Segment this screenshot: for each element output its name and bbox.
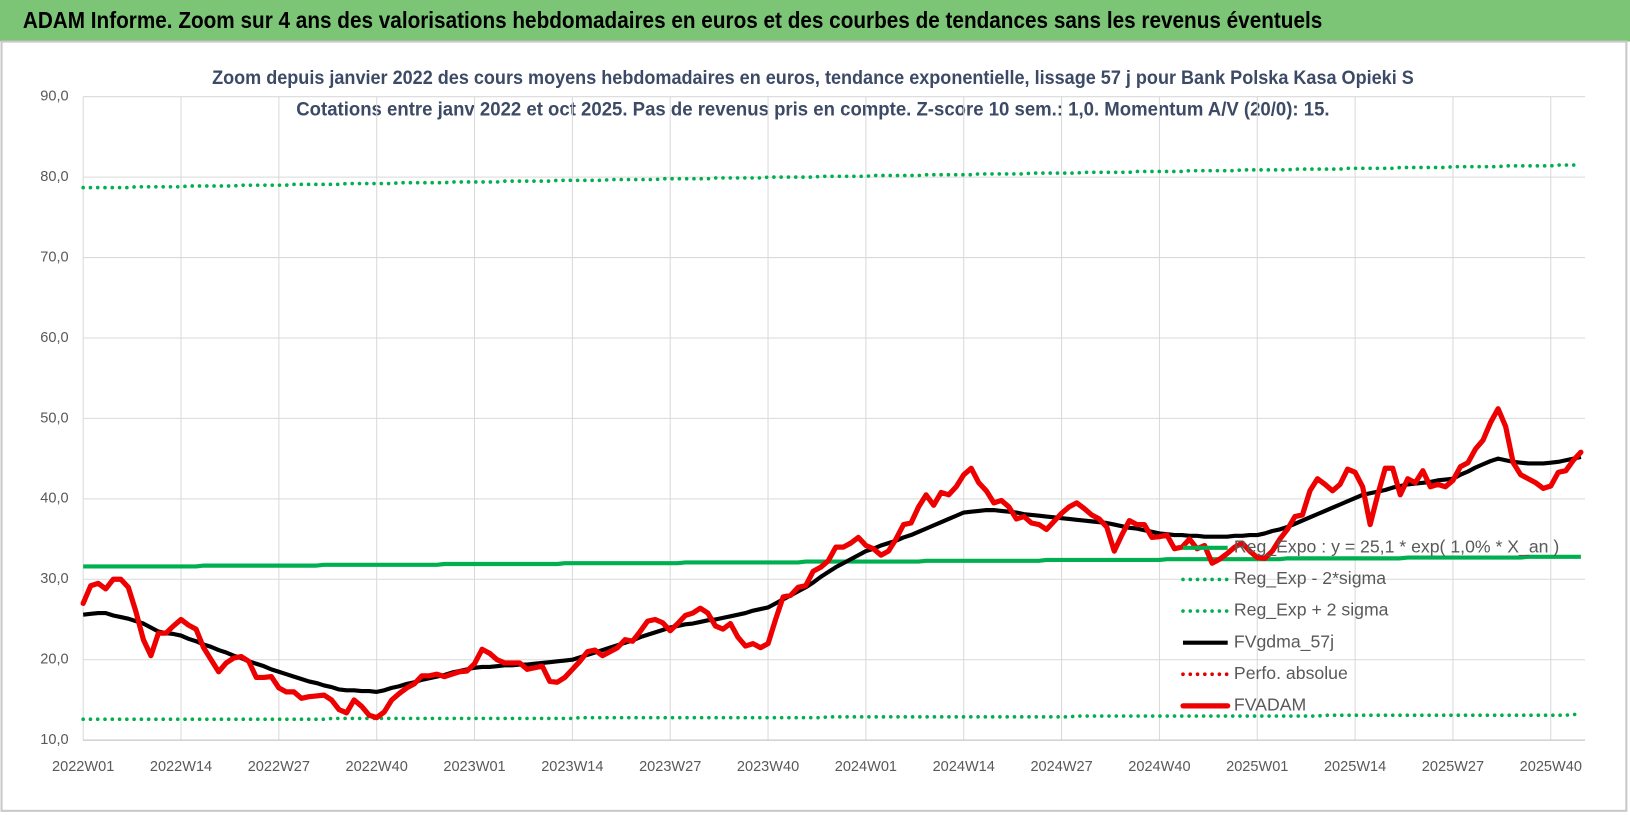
header-bar [0,0,1630,42]
y-tick-label: 50,0 [40,410,68,426]
x-tick-label: 2024W14 [933,759,995,775]
header-title: ADAM Informe. Zoom sur 4 ans des valoris… [23,7,1322,33]
x-tick-label: 2025W40 [1520,759,1582,775]
y-tick-label: 20,0 [40,652,68,668]
x-tick-label: 2022W01 [52,759,114,775]
legend-label: Reg_Exp - 2*sigma [1234,568,1386,589]
y-tick-label: 70,0 [40,249,68,265]
x-tick-label: 2022W14 [150,759,212,775]
chart-subtitle: Cotations entre janv 2022 et oct 2025. P… [296,98,1329,120]
x-tick-label: 2023W40 [737,759,799,775]
series-line [80,406,1584,721]
y-tick-label: 40,0 [40,491,68,507]
series-line [81,712,1583,722]
y-tick-label: 30,0 [40,571,68,587]
y-tick-label: 10,0 [40,732,68,748]
chart-title: Zoom depuis janvier 2022 des cours moyen… [212,67,1414,89]
x-tick-label: 2023W14 [541,759,603,775]
x-tick-label: 2023W01 [443,759,505,775]
legend-label: Reg_Expo : y = 25,1 * exp( 1,0% * X_an ) [1234,537,1559,558]
x-tick-label: 2024W27 [1030,759,1092,775]
series-line [83,554,1581,569]
x-tick-label: 2023W27 [639,759,701,775]
x-tick-label: 2025W01 [1226,759,1288,775]
x-tick-label: 2022W27 [248,759,310,775]
legend-label: Reg_Exp + 2 sigma [1234,600,1389,621]
legend-label: Perfo. absolue [1234,663,1348,683]
y-tick-label: 80,0 [40,169,68,185]
series-line [81,163,1583,190]
y-tick-label: 60,0 [40,330,68,346]
x-tick-label: 2024W40 [1128,759,1190,775]
chart-border [0,40,1628,812]
x-tick-label: 2022W40 [346,759,408,775]
legend-label: FVgdma_57j [1234,631,1334,652]
x-tick-label: 2024W01 [835,759,897,775]
series-line [82,454,1582,694]
x-tick-label: 2025W14 [1324,759,1386,775]
x-tick-label: 2025W27 [1422,759,1484,775]
y-tick-label: 90,0 [40,89,68,105]
legend-label: FVADAM [1234,695,1306,715]
